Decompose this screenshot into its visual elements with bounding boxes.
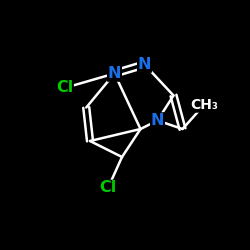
Text: Cl: Cl [56, 80, 73, 96]
Text: N: N [108, 66, 121, 81]
Text: N: N [151, 113, 164, 128]
Text: CH₃: CH₃ [190, 98, 218, 112]
Text: N: N [138, 57, 151, 72]
Text: Cl: Cl [100, 180, 116, 196]
